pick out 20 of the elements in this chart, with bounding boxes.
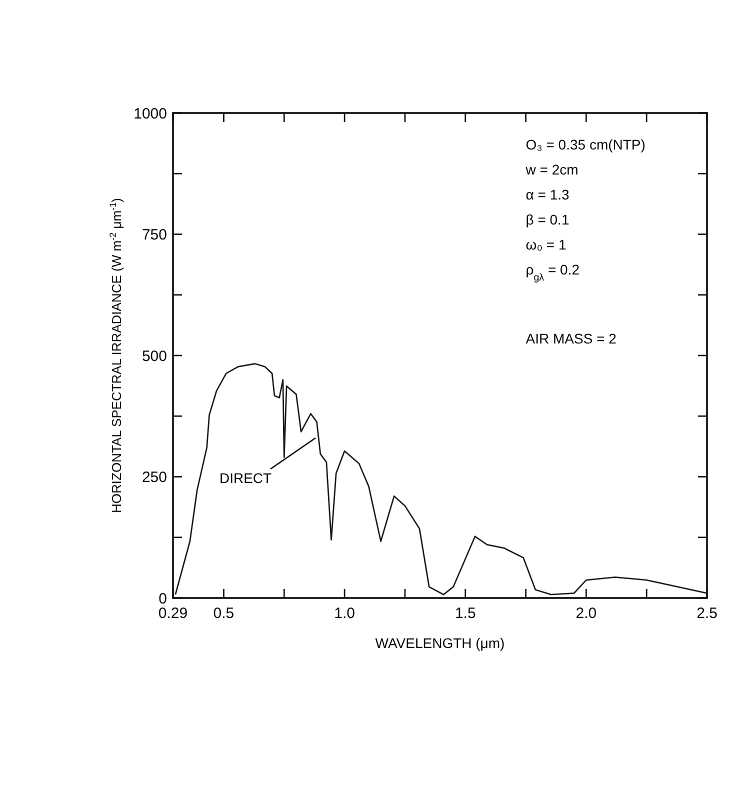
text: 2.0 — [576, 605, 597, 622]
annotation: w = 2cm — [524, 161, 578, 178]
annotation: O₃ = 0.35 cm(NTP) — [526, 136, 646, 152]
annotation: β = 0.1 — [526, 211, 570, 228]
annotation: α = 1.3 — [526, 186, 570, 202]
annotation: ρ$_{gλ}$ = 0.2 — [526, 261, 580, 283]
annotation: ω₀ = 1 — [526, 236, 566, 252]
annotation: AIR MASS = 2 — [526, 330, 617, 346]
x-tick-label: 0.29 — [158, 605, 188, 622]
y-tick-label: 0 — [158, 590, 167, 608]
y-tick-label: 500 — [142, 348, 167, 365]
x-tick-label: 1.5 — [454, 605, 476, 622]
x-tick-label: 0.5 — [213, 605, 234, 622]
y-tick-label: 750 — [142, 226, 167, 244]
x-axis-title: WAVELENGTH (μm) — [375, 635, 505, 651]
x-tick-label: 2.5 — [696, 605, 718, 622]
y-tick-label: 1000 — [134, 105, 167, 122]
text: 1.0 — [334, 605, 355, 622]
y-tick-label: 250 — [142, 469, 167, 486]
annotation: DIRECT — [220, 470, 272, 486]
